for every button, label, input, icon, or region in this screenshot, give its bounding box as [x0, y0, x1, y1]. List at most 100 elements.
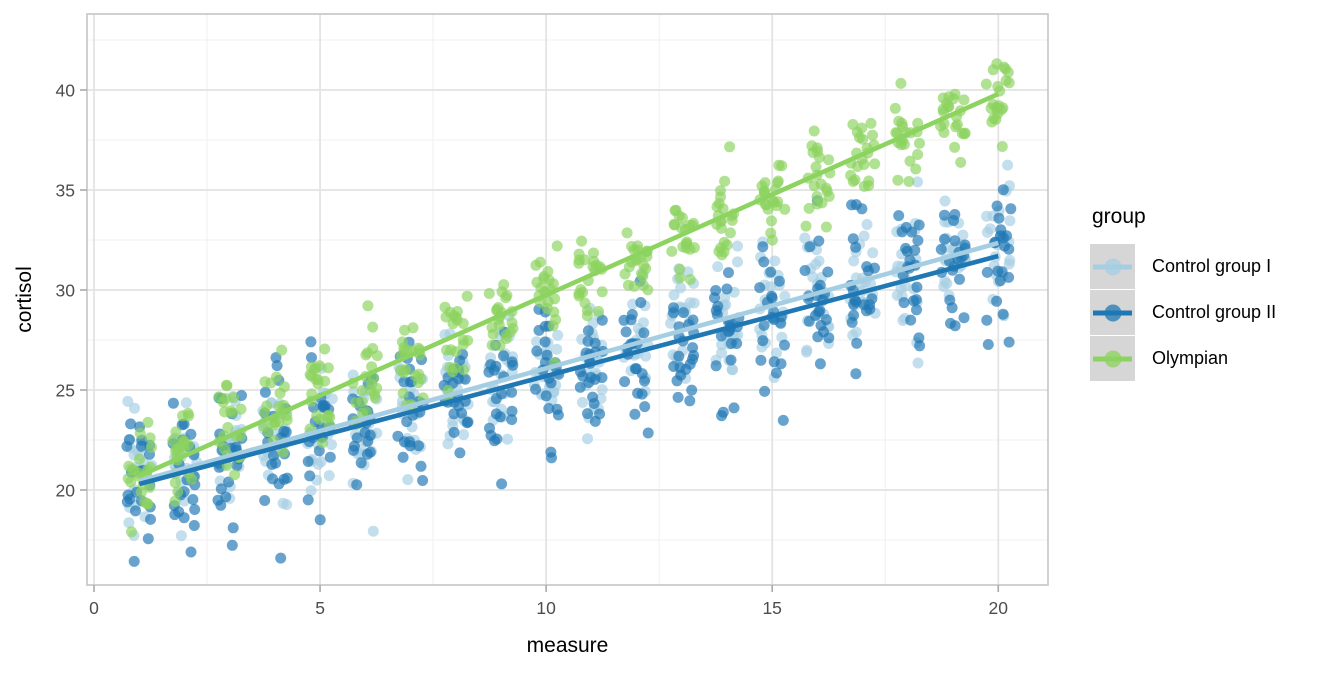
data-point	[461, 417, 473, 429]
data-point	[366, 378, 378, 390]
data-point	[361, 406, 373, 418]
data-point	[397, 387, 409, 399]
data-point	[500, 329, 512, 341]
data-point	[545, 377, 557, 389]
data-point	[955, 156, 967, 168]
data-point	[846, 199, 858, 211]
data-point	[302, 494, 314, 506]
data-point	[991, 102, 1003, 114]
data-point	[582, 335, 594, 347]
data-point	[144, 432, 156, 444]
data-point	[417, 475, 429, 486]
legend-label: Olympian	[1152, 348, 1229, 368]
legend-item-olympian: Olympian	[1090, 336, 1276, 381]
data-point	[867, 247, 879, 259]
data-point	[779, 290, 791, 302]
data-point	[639, 375, 650, 387]
data-point	[1005, 203, 1017, 215]
data-point	[596, 286, 608, 298]
data-point	[577, 286, 589, 298]
data-point	[712, 261, 724, 273]
data-point	[531, 276, 543, 288]
scatter-plot: 0 5 10 15 20 20 25 30 35 40 measure cortisol	[13, 13, 1049, 657]
data-point	[492, 302, 504, 313]
data-point	[589, 415, 601, 427]
data-point	[949, 141, 961, 153]
data-point	[726, 214, 738, 226]
data-point	[261, 400, 273, 412]
svg-text:35: 35	[56, 180, 75, 200]
data-point	[732, 256, 743, 268]
data-point	[277, 446, 289, 458]
data-point	[124, 434, 135, 446]
data-point	[757, 335, 769, 347]
data-point	[895, 282, 907, 294]
data-point	[486, 339, 498, 351]
data-point	[909, 244, 921, 256]
svg-text:25: 25	[56, 380, 75, 400]
data-point	[364, 446, 376, 458]
data-point	[215, 483, 227, 495]
data-point	[897, 269, 909, 281]
data-point	[281, 499, 293, 511]
x-axis-tick-labels: 0 5 10 15 20	[89, 598, 1008, 618]
data-point	[851, 337, 863, 349]
data-point	[779, 203, 791, 215]
data-point	[759, 385, 771, 397]
data-point	[620, 326, 632, 338]
data-point	[893, 210, 905, 222]
svg-text:5: 5	[315, 598, 325, 618]
data-point	[581, 305, 593, 317]
data-point	[577, 396, 588, 408]
data-point	[531, 336, 543, 348]
data-point	[889, 102, 901, 114]
data-point	[912, 357, 924, 369]
data-point	[1004, 254, 1016, 266]
data-point	[812, 145, 823, 157]
data-point	[958, 128, 970, 140]
data-point	[128, 555, 140, 567]
data-point	[1002, 66, 1014, 78]
data-point	[939, 195, 951, 207]
data-point	[811, 191, 823, 202]
data-point	[229, 469, 241, 481]
data-point	[1003, 243, 1015, 255]
data-point	[399, 324, 411, 336]
data-point	[552, 329, 564, 341]
data-point	[267, 473, 278, 485]
data-point	[619, 268, 631, 280]
data-point	[448, 426, 460, 438]
data-point	[541, 302, 553, 314]
data-point	[531, 345, 543, 357]
data-point	[302, 456, 314, 467]
data-point	[186, 473, 198, 485]
data-point	[326, 393, 338, 405]
data-point	[135, 440, 147, 452]
data-point	[939, 209, 950, 221]
legend-item-control-group-i: Control group I	[1090, 244, 1276, 289]
data-point	[757, 241, 769, 253]
data-point	[898, 297, 910, 309]
data-point	[808, 180, 820, 192]
svg-text:10: 10	[536, 598, 556, 618]
data-point	[187, 494, 199, 505]
data-point	[180, 397, 192, 409]
data-point	[142, 416, 154, 428]
data-point	[721, 239, 733, 251]
data-point	[765, 227, 777, 239]
data-point	[145, 441, 157, 453]
data-point	[754, 282, 766, 294]
data-point	[771, 200, 783, 212]
data-point	[668, 289, 680, 301]
data-point	[275, 552, 287, 564]
data-point	[944, 294, 956, 306]
data-point	[367, 525, 379, 537]
svg-text:40: 40	[56, 80, 76, 100]
data-point	[987, 64, 999, 76]
data-point	[765, 266, 777, 278]
data-point	[596, 314, 608, 326]
data-point	[949, 320, 961, 332]
data-point	[711, 309, 723, 321]
data-point	[502, 433, 513, 445]
